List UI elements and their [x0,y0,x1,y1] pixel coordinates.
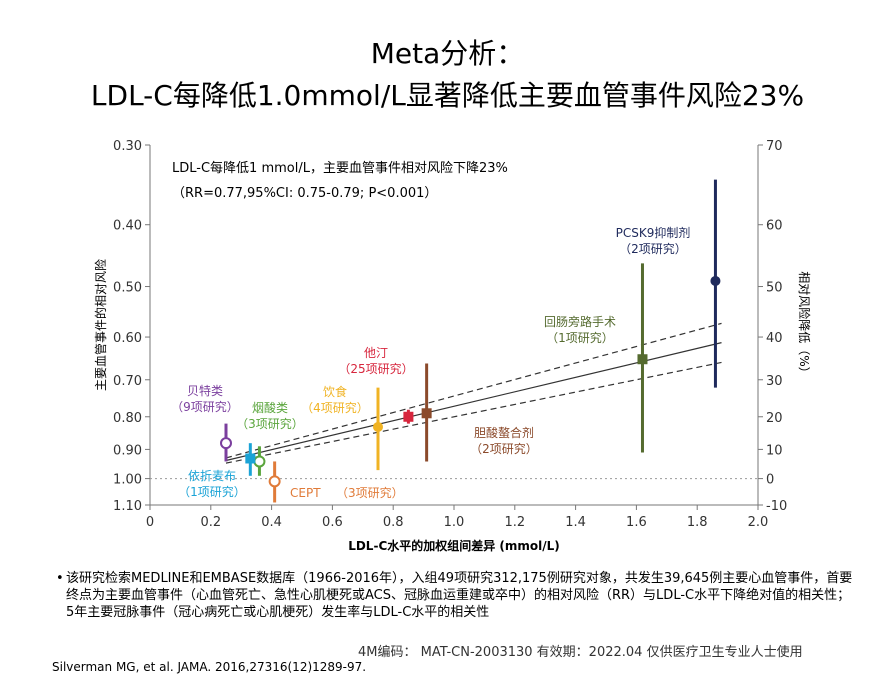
x-tick-label: 0 [146,515,154,530]
group-label: 依折麦布 [188,468,236,483]
y-right-tick-label: 60 [766,219,783,234]
approval-code: 4M编码： MAT-CN-2003130 有效期：2022.04 仅供医疗卫生专… [358,645,803,660]
x-axis-title: LDL-C水平的加权组间差异 (mmol/L) [348,538,560,553]
data-point-circle [710,275,721,286]
y-right-tick-label: 30 [766,374,783,389]
data-point-square [421,408,432,419]
x-tick-label: 2.0 [748,515,769,530]
y-left-tick-label: 0.40 [113,219,142,234]
group-label: CEPT [290,486,321,500]
x-tick-label: 1.8 [687,515,708,530]
group-label: 饮食 [323,384,347,399]
regression-ci-lower [225,322,722,459]
x-tick-label: 1.4 [565,515,586,530]
y-left-tick-label: 0.50 [113,281,142,296]
group-label: 烟酸类 [252,400,288,415]
group-label: 贝特类 [187,383,223,398]
y-left-tick-label: 0.30 [113,139,142,154]
group-count: （2项研究） [470,441,538,456]
study-description: • 该研究检索MEDLINE和EMBASE数据库（1966-2016年），入组4… [56,570,856,621]
x-tick-label: 0.6 [322,515,343,530]
y-right-tick-label: 70 [766,139,783,154]
title-line-1: Meta分析： [370,37,525,70]
group-count: （1项研究） [178,484,246,499]
y-right-tick-label: 10 [766,443,783,458]
y-left-tick-label: 1.10 [113,499,142,514]
data-point-open-circle [253,455,266,468]
y-right-tick-label: 20 [766,411,783,426]
x-tick-label: 1.2 [504,515,525,530]
data-point-square [403,411,414,422]
x-tick-label: 1.0 [444,515,465,530]
y-left-axis-title: 主要血管事件的相对风险 [93,259,108,391]
y-right-axis-title: 相对风险降低（%） [797,271,812,378]
data-point-square [245,453,256,464]
meta-analysis-chart: 0 0.2 0.4 0.6 0.8 1.0 1.2 1.4 1.6 1.8 2.0 0.30 0.40 0… [93,139,812,553]
group-label: 胆酸螯合剂 [474,425,534,440]
x-tick-label: 1.6 [626,515,647,530]
group-count: （2项研究） [619,241,687,256]
title-line-2: LDL-C每降低1.0mmol/L显著降低主要血管事件风险23% [90,79,805,112]
annotation-line-2: （RR=0.77,95%CI: 0.75-0.79; P<0.001） [172,186,437,201]
group-label: 他汀 [364,346,388,360]
group-count: （3项研究） [236,416,304,431]
y-left-tick-label: 0.60 [113,331,142,346]
group-count: （4项研究） [301,400,369,415]
data-point-square [637,354,648,365]
y-left-tick-label: 0.80 [113,411,142,426]
annotation-line-1: LDL-C每降低1 mmol/L，主要血管事件相对风险下降23% [172,160,508,176]
data-point-open-circle [268,475,281,488]
y-right-tick-label: 40 [766,331,783,346]
y-right-tick-label: -10 [766,499,787,514]
data-point-open-circle [220,437,232,450]
group-label: 回肠旁路手术 [544,314,616,329]
group-count: （1项研究） [546,330,614,345]
study-description-text: 该研究检索MEDLINE和EMBASE数据库（1966-2016年），入组49项… [66,571,853,620]
x-tick-label: 0.4 [261,515,282,530]
group-label: PCSK9抑制剂 [616,225,691,240]
y-left-tick-label: 0.70 [113,374,142,389]
bullet-dot-icon: • [56,571,64,586]
data-point-circle [373,421,383,432]
regression-ci-upper [225,361,722,464]
y-right-tick-label: 0 [766,473,774,488]
group-count: （25项研究） [338,361,413,376]
group-count: （9项研究） [171,399,239,414]
x-tick-label: 0.2 [200,515,221,530]
reference: Silverman MG, et al. JAMA. 2016,27316(12… [52,660,367,674]
y-right-tick-label: 50 [766,281,783,296]
y-left-tick-label: 1.00 [113,473,142,488]
group-count: （3项研究） [336,485,404,500]
y-left-tick-label: 0.90 [113,443,142,458]
x-tick-label: 0.8 [383,515,404,530]
